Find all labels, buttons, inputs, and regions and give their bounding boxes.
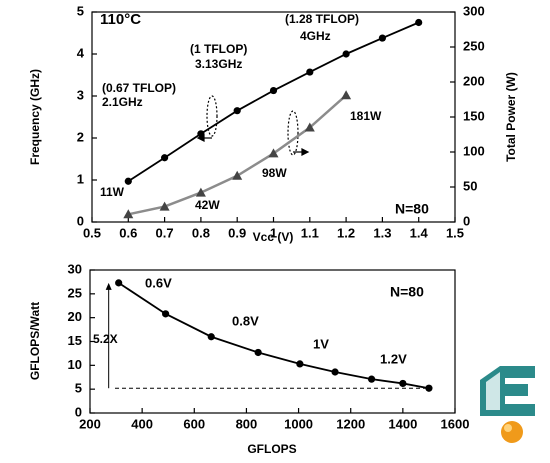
annotation: 1.2V: [380, 351, 407, 366]
annotation: 11W: [100, 185, 125, 199]
x-tick-label: 0.5: [83, 225, 101, 240]
data-point: [162, 310, 170, 318]
x-tick-label: 1.1: [301, 225, 319, 240]
y-tick-label: 3: [77, 87, 84, 102]
y-tick-label: 0: [75, 404, 82, 419]
data-point: [161, 154, 169, 162]
x-tick-label: 1000: [284, 416, 313, 431]
x-tick-label: 0.7: [156, 225, 174, 240]
data-point: [268, 148, 279, 158]
y-tick-label: 1: [77, 171, 84, 186]
series-line: [127, 21, 420, 183]
y-tick-label: 20: [68, 309, 82, 324]
y-tick-label: 2: [77, 129, 84, 144]
x-tick-label: 1400: [388, 416, 417, 431]
data-point: [304, 122, 315, 132]
data-point: [232, 170, 243, 180]
y2-tick-label: 200: [463, 73, 485, 88]
y2-tick-label: 0: [463, 213, 470, 228]
x-axis-label: Vcc (V): [253, 230, 294, 244]
data-point: [367, 375, 376, 383]
data-point: [296, 360, 304, 368]
annotation: (1 TFLOP): [190, 42, 247, 56]
x-tick-label: 600: [183, 416, 205, 431]
series-line: [118, 282, 430, 390]
y2-tick-label: 100: [463, 143, 485, 158]
x-axis-label: GFLOPS: [247, 442, 296, 456]
y-tick-label: 5: [77, 3, 84, 18]
data-point: [123, 209, 134, 219]
plot-frame: [91, 11, 456, 223]
annotation: 3.13GHz: [195, 57, 242, 71]
x-tick-label: 800: [236, 416, 258, 431]
y-tick-label: 4: [77, 45, 85, 60]
data-point: [233, 107, 241, 115]
x-tick-label: 0.9: [228, 225, 246, 240]
data-point: [269, 86, 278, 95]
data-point: [341, 90, 352, 100]
x-tick-label: 1.2: [337, 225, 355, 240]
y-axis-label: Frequency (GHz): [28, 69, 42, 165]
annotation: 110°C: [100, 11, 141, 28]
y2-tick-label: 150: [463, 108, 485, 123]
annotation: 2.1GHz: [102, 95, 143, 109]
data-point: [425, 384, 433, 392]
y-tick-label: 10: [68, 357, 82, 372]
annotation: (1.28 TFLOP): [285, 12, 359, 26]
annotation: 0.6V: [145, 275, 172, 290]
y-tick-label: 0: [77, 213, 84, 228]
annotation: 98W: [262, 166, 287, 180]
y2-tick-label: 50: [463, 178, 477, 193]
x-tick-label: 0.6: [119, 225, 137, 240]
data-point: [342, 50, 350, 58]
y-tick-label: 30: [68, 261, 82, 276]
x-tick-label: 1600: [441, 416, 470, 431]
x-tick-label: 400: [131, 416, 153, 431]
annotation: 4GHz: [300, 29, 331, 43]
data-point: [399, 379, 407, 388]
x-tick-label: 1.3: [373, 225, 391, 240]
data-point: [159, 201, 170, 211]
data-point: [124, 177, 132, 185]
x-tick-label: 1200: [336, 416, 365, 431]
y2-tick-label: 250: [463, 38, 485, 53]
annotation: (0.67 TFLOP): [102, 81, 176, 95]
annotation: N=80: [390, 284, 424, 300]
data-point: [415, 18, 423, 27]
data-point: [207, 333, 215, 341]
logo: [480, 366, 535, 443]
data-point: [197, 130, 205, 138]
data-point: [195, 187, 206, 197]
annotation: 42W: [195, 198, 220, 212]
annotation: 5.2X: [93, 332, 118, 346]
x-tick-label: 200: [79, 416, 101, 431]
data-point: [331, 368, 339, 376]
y-tick-label: 15: [68, 333, 82, 348]
ratio-arrowhead: [105, 282, 112, 290]
y-axis-label: GFLOPS/Watt: [28, 302, 42, 380]
annotation: 0.8V: [232, 313, 259, 328]
data-point: [306, 68, 314, 76]
x-tick-label: 1.4: [410, 225, 429, 240]
y-tick-label: 5: [75, 381, 82, 396]
x-tick-label: 1.5: [446, 225, 464, 240]
x-tick-label: 1: [270, 225, 277, 240]
y2-axis-label: Total Power (W): [504, 72, 518, 162]
data-point: [254, 348, 262, 357]
data-point: [115, 279, 123, 287]
x-tick-label: 0.8: [192, 225, 210, 240]
annotation: N=80: [395, 201, 429, 217]
annotation: 1V: [313, 336, 329, 351]
annotation: 181W: [350, 109, 382, 123]
y-tick-label: 25: [68, 285, 82, 300]
data-point: [378, 34, 386, 42]
y2-tick-label: 300: [463, 3, 485, 18]
